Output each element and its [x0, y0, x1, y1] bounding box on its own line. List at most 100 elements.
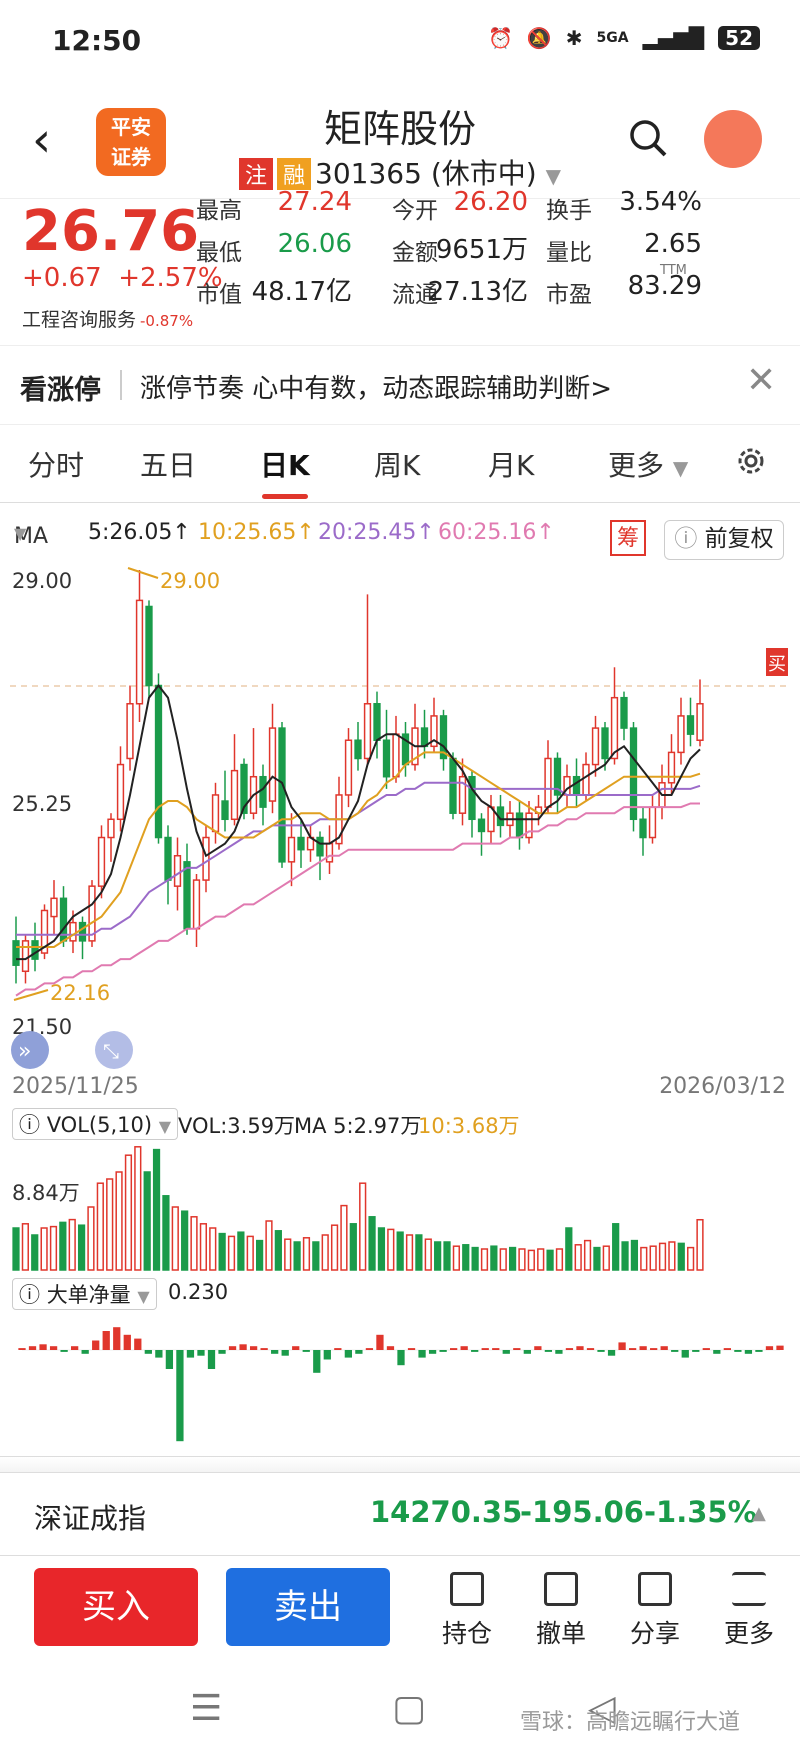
volume-bar	[284, 1238, 292, 1271]
back-nav-icon[interactable]: ◁	[588, 1688, 616, 1729]
big-order-bar	[534, 1346, 542, 1350]
big-order-info-icon: ⓘ	[19, 1283, 40, 1307]
back-arrow-icon[interactable]: ‹	[32, 112, 52, 168]
logo-line1: 平安	[111, 115, 151, 139]
big-order-bar	[744, 1350, 753, 1354]
ma10-line	[16, 751, 701, 948]
stock-header: ‹ 平安 证券 矩阵股份 注融 301365 (休市中) ▼	[0, 88, 800, 198]
sector-link[interactable]: 工程咨询服务 -0.87%	[22, 305, 193, 332]
tab-monthly-k[interactable]: 月K	[488, 449, 535, 482]
candle-body	[553, 757, 562, 796]
limit-up-banner[interactable]: 看涨停 涨停节奏 心中有数，动态跟踪辅助判断> ✕	[0, 345, 800, 425]
volume-bar	[583, 1239, 592, 1271]
positions-button[interactable]: 持仓	[432, 1572, 502, 1650]
big-order-selector[interactable]: ⓘ 大单净量 ▼	[12, 1278, 157, 1310]
candle-body	[515, 812, 524, 839]
sell-button[interactable]: 卖出	[226, 1568, 390, 1646]
big-order-chart[interactable]	[0, 1310, 800, 1454]
volume-chart[interactable]: 8.84万	[0, 1140, 800, 1274]
candle-body	[221, 800, 229, 821]
volume-bar	[134, 1146, 142, 1271]
big-order-bar	[765, 1346, 774, 1350]
candle-body	[382, 739, 391, 778]
big-order-bar	[618, 1342, 626, 1350]
big-order-header: ⓘ 大单净量 ▼ 0.230	[0, 1276, 800, 1310]
volume-bar	[518, 1248, 526, 1271]
volume-bar	[508, 1246, 517, 1271]
volume-selector[interactable]: ⓘ VOL(5,10) ▼	[12, 1108, 179, 1140]
candle-body	[373, 703, 381, 741]
margin-badge: 融	[277, 158, 312, 190]
adjustment-button[interactable]: ⓘ 前复权	[664, 520, 784, 560]
status-bar: 12:50 ⏰ 🔕 ✱ 5GA ▂▄▆█ 52	[0, 0, 800, 88]
big-order-bar	[544, 1350, 553, 1352]
volume-bar	[162, 1195, 170, 1271]
date-end: 2026/03/12	[659, 1074, 786, 1099]
big-order-bar	[755, 1350, 763, 1352]
big-order-bar	[460, 1346, 468, 1350]
index-change: -195.06	[520, 1495, 644, 1529]
indicator-chip-strip[interactable]	[0, 1456, 800, 1473]
tab-weekly-k[interactable]: 周K	[374, 449, 421, 482]
quote-label: 市值	[196, 282, 242, 308]
expand-up-icon[interactable]: ▲	[752, 1503, 766, 1524]
big-order-bar	[334, 1348, 342, 1350]
search-icon[interactable]	[628, 118, 668, 158]
candle-body	[696, 703, 704, 741]
tab-five-day[interactable]: 五日	[140, 449, 197, 482]
mute-icon: 🔕	[526, 26, 552, 50]
big-order-bar	[523, 1350, 531, 1354]
volume-bar	[452, 1245, 460, 1271]
quote-value: 3.54%	[619, 187, 702, 217]
volume-bar	[49, 1225, 58, 1271]
avatar[interactable]	[704, 110, 762, 168]
volume-y-tick: 8.84万	[12, 1181, 80, 1205]
chip-distribution-button[interactable]: 筹	[610, 520, 646, 556]
tab-daily-k[interactable]: 日K	[260, 449, 310, 482]
tab-intraday[interactable]: 分时	[28, 449, 85, 482]
fast-forward-icon[interactable]	[11, 1031, 49, 1069]
dropdown-icon[interactable]: ▼	[545, 164, 561, 188]
volume-bar	[630, 1239, 639, 1271]
tab-more[interactable]: 更多 ▼	[608, 444, 688, 484]
volume-bar	[349, 1223, 357, 1271]
big-order-bar	[134, 1338, 142, 1350]
candle-body	[230, 769, 239, 821]
big-order-bar	[165, 1350, 174, 1369]
volume-bar	[480, 1248, 489, 1271]
candle-body	[458, 775, 467, 814]
more-button[interactable]: 更多	[714, 1572, 784, 1650]
buy-button[interactable]: 买入	[34, 1568, 198, 1646]
volume-bar	[499, 1248, 507, 1271]
broker-logo[interactable]: 平安 证券	[96, 108, 166, 176]
ttm-label: TTM	[660, 263, 687, 278]
big-order-bar	[18, 1348, 26, 1350]
cancel-order-button[interactable]: 撤单	[526, 1572, 596, 1650]
candlestick-chart[interactable]: 29.00 25.25 21.50 29.00 22.16 买 » ⤡	[0, 560, 800, 1070]
fullscreen-icon[interactable]	[95, 1031, 133, 1069]
big-order-bar	[281, 1350, 289, 1356]
low-label: 22.16	[50, 981, 110, 1005]
candle-body	[544, 757, 552, 808]
ma-label: MA	[14, 524, 49, 549]
share-button[interactable]: 分享	[620, 1572, 690, 1650]
banner-text[interactable]: 涨停节奏 心中有数，动态跟踪辅助判断>	[140, 374, 613, 404]
low-label-leader	[13, 989, 49, 1001]
volume-bar	[527, 1249, 535, 1271]
recent-apps-icon[interactable]: ☰	[190, 1688, 223, 1729]
big-order-bar	[734, 1350, 742, 1352]
home-icon[interactable]: ▢	[392, 1688, 427, 1729]
volume-bar	[415, 1234, 423, 1271]
volume-bar	[649, 1245, 657, 1271]
big-order-bar	[481, 1348, 489, 1350]
index-bar[interactable]: 深证成指 14270.35 -195.06 -1.35% ▲	[0, 1472, 800, 1556]
candle-body	[601, 727, 609, 760]
big-order-bar	[155, 1350, 163, 1358]
volume-bar	[555, 1248, 564, 1271]
candle-body	[629, 727, 638, 821]
close-icon[interactable]: ✕	[746, 360, 777, 401]
volume-bar	[77, 1224, 86, 1271]
candle-body	[525, 812, 533, 839]
settings-gear-icon[interactable]	[734, 444, 768, 478]
stock-subline[interactable]: 注融 301365 (休市中) ▼	[0, 152, 800, 192]
